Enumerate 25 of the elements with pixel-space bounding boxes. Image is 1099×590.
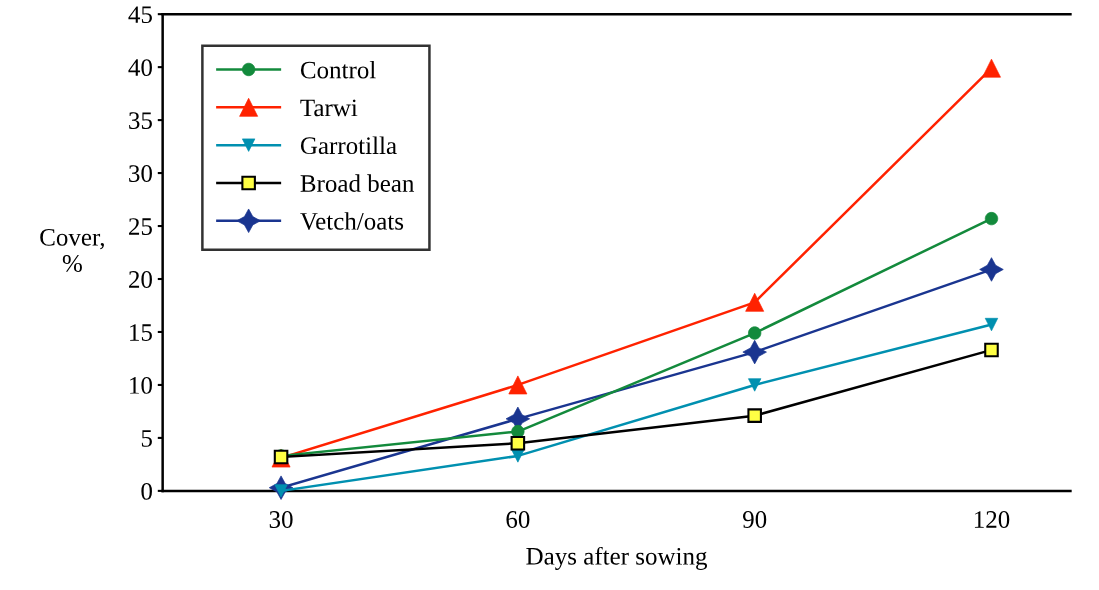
x-axis-title: Days after sowing: [526, 546, 708, 570]
point: [510, 435, 526, 451]
y-tick-label: 35: [129, 112, 152, 130]
legend-label: Vetch/oats: [300, 212, 404, 230]
x-tick-label: 60: [506, 511, 530, 528]
point: [984, 342, 999, 358]
point: [984, 317, 999, 332]
x-tick-label: 120: [974, 511, 1010, 528]
legend-label: Control: [300, 60, 376, 79]
y-tick-label: 40: [128, 59, 152, 77]
y-tick-label: 20: [129, 271, 152, 288]
y-tick-label: 15: [130, 324, 152, 341]
y-tick-label: 5: [141, 430, 152, 447]
legend-label: Broad bean: [300, 174, 415, 192]
y-axis-title: Cover, %: [40, 228, 104, 272]
x-tick-label: 30: [269, 511, 293, 528]
legend-label: Tarwi: [300, 99, 358, 117]
x-tick-label: 90: [742, 511, 767, 528]
y-tick-label: 25: [129, 218, 152, 235]
y-tick-label: 30: [129, 165, 152, 182]
y-tick-label: 10: [130, 376, 152, 394]
legend-label: Garrotilla: [300, 136, 397, 155]
point: [747, 408, 762, 423]
y-tick-label: 0: [141, 482, 152, 500]
y-tick-label: 45: [128, 6, 152, 24]
